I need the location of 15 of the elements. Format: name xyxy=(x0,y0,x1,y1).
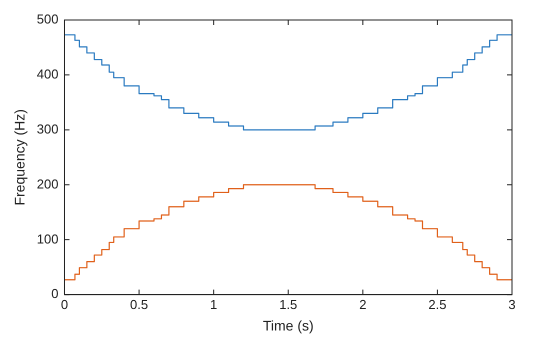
x-tick-label: 2 xyxy=(359,296,366,312)
y-tick-label: 400 xyxy=(36,66,58,82)
x-tick-label: 0.5 xyxy=(130,296,148,312)
y-tick-label: 100 xyxy=(36,231,58,246)
x-axis-title: Time (s) xyxy=(262,317,314,334)
y-tick-label: 500 xyxy=(36,12,58,27)
x-tick-label: 0 xyxy=(60,296,68,312)
y-tick-label: 200 xyxy=(36,176,58,192)
x-tick-label: 1 xyxy=(210,296,218,312)
x-tick-label: 2.5 xyxy=(428,296,446,312)
y-tick-label: 0 xyxy=(51,286,58,302)
y-axis-title: Frequency (Hz) xyxy=(11,109,28,206)
x-tick-label: 1.5 xyxy=(279,296,298,312)
y-tick-label: 300 xyxy=(36,121,58,136)
x-tick-label: 3 xyxy=(508,296,516,312)
